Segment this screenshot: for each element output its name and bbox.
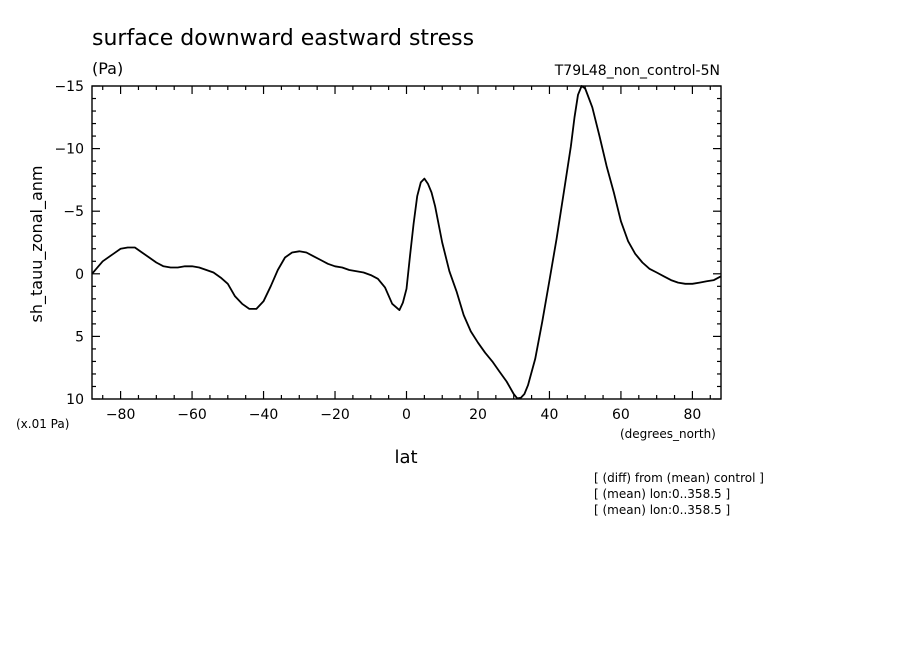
x-tick-label: −40 (249, 407, 279, 423)
x-tick-label: 0 (402, 407, 411, 423)
axis-ticks (92, 85, 721, 400)
x-tick-label: −20 (320, 407, 350, 423)
x-tick-label: 40 (541, 407, 559, 423)
x-tick-label: −60 (177, 407, 207, 423)
annotation-diff: [ (diff) from (mean) control ] (594, 471, 764, 485)
y-tick-label: −10 (54, 142, 84, 158)
annotation-mean-lon-1: [ (mean) lon:0..358.5 ] (594, 487, 730, 501)
plot-frame (91, 85, 722, 400)
y-tick-label: −5 (63, 204, 84, 220)
x-tick-label: −80 (106, 407, 136, 423)
y-tick-label: 10 (66, 392, 84, 408)
x-axis-label: lat (394, 447, 417, 468)
tick-labels: −80 −60 −40 −20 0 20 40 60 80 −15 −10 −5 0 5 10 (54, 79, 701, 423)
x-tick-label: 20 (469, 407, 487, 423)
y-tick-label: 0 (75, 267, 84, 283)
y-scale-note: (x.01 Pa) (16, 417, 69, 431)
y-tick-label: 5 (75, 329, 84, 345)
y-tick-label: −15 (54, 79, 84, 95)
chart-title: surface downward eastward stress (92, 26, 474, 51)
annotation-mean-lon-2: [ (mean) lon:0..358.5 ] (594, 503, 730, 517)
run-label: T79L48_non_control-5N (554, 63, 720, 79)
x-tick-label: 80 (683, 407, 701, 423)
x-tick-label: 60 (612, 407, 630, 423)
y-axis-label: sh_tauu_zonal_anm (27, 166, 47, 323)
series-line (91, 85, 722, 400)
chart-units: (Pa) (92, 59, 123, 78)
x-axis-units: (degrees_north) (620, 427, 716, 441)
